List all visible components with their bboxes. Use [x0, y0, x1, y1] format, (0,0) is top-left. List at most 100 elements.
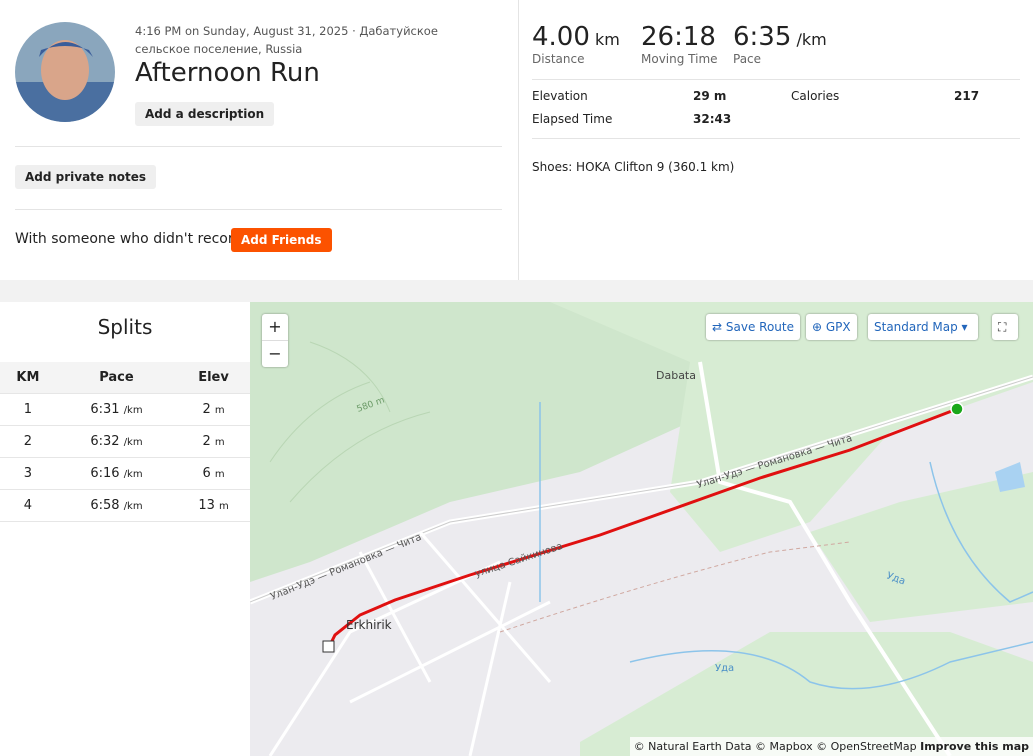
elev-unit: m [214, 405, 225, 416]
split-km: 2 [0, 425, 56, 458]
stat-label: Calories [791, 89, 840, 103]
elev-value: 6 [202, 466, 211, 481]
save-route-label: Save Route [725, 320, 794, 334]
add-notes-button[interactable]: Add private notes [15, 165, 157, 189]
column-header: KM [0, 362, 56, 394]
stat-label: Pace [733, 52, 762, 66]
stat-value: 26:18 [641, 22, 716, 52]
save-route-button[interactable]: ⇄ Save Route [706, 314, 800, 340]
stat-value: 29 m [693, 89, 727, 103]
activity-datetime: 4:16 PM on Sunday, August 31, 2025 · Даб… [135, 24, 438, 56]
map-label: улица Сайкинова [474, 541, 565, 580]
improve-link[interactable]: Improve this map [920, 740, 1029, 753]
pace-value: 6:31 [90, 402, 120, 417]
map: Dabata Erkhirik Улан-Удэ — Романовка — Ч… [250, 302, 1033, 756]
attribution-text: © Natural Earth Data © Mapbox © OpenStre… [633, 740, 917, 753]
pace-unit: /km [123, 501, 143, 512]
stat: 4.00 km Distance [532, 22, 620, 66]
road [250, 376, 1033, 603]
split-elev: 13 m [177, 489, 250, 522]
split-pace: 6:32 /km [55, 425, 178, 458]
forest [810, 472, 1033, 622]
forest [550, 302, 1033, 552]
stat-unit: km [594, 30, 620, 49]
add-description-button[interactable]: Add a description [135, 102, 275, 126]
stat: 6:35 /km Pace [733, 22, 827, 66]
with-someone-text: With someone who didn't record? [15, 231, 250, 247]
start-marker [950, 402, 964, 416]
divider [15, 209, 502, 210]
column-header: Elev [177, 362, 250, 394]
elev-value: 2 [202, 402, 211, 417]
split-pace: 6:16 /km [55, 457, 178, 490]
stat-value: 32:43 [693, 112, 732, 126]
zoom-controls: + − [262, 314, 288, 367]
forest [580, 632, 1033, 756]
split-km: 4 [0, 489, 56, 522]
stat-label: Elevation [532, 89, 588, 103]
pace-unit: /km [123, 437, 143, 448]
split-elev: 6 m [177, 457, 250, 490]
split-km: 1 [0, 393, 56, 426]
contour [269, 341, 431, 503]
split-row: 1 6:31 /km 2 m [0, 393, 250, 426]
stat-unit: /km [796, 30, 827, 49]
stat: 26:18 Moving Time [641, 22, 718, 66]
stat-label: Elapsed Time [532, 112, 613, 126]
split-elev: 2 m [177, 425, 250, 458]
map-style-label: Standard Map [874, 320, 958, 334]
finish-marker [322, 640, 335, 653]
elev-value: 13 [198, 498, 215, 513]
split-row: 3 6:16 /km 6 m [0, 457, 250, 490]
pace-value: 6:58 [90, 498, 120, 513]
split-pace: 6:31 /km [55, 393, 178, 426]
divider [518, 0, 519, 280]
split-row: 4 6:58 /km 13 m [0, 489, 250, 522]
gpx-label: GPX [825, 320, 851, 334]
header-panel: 4:16 PM on Sunday, August 31, 2025 · Даб… [0, 0, 1033, 280]
map-label: Dabata [656, 369, 696, 382]
shoes: Shoes: HOKA Clifton 9 (360.1 km) [532, 160, 735, 174]
rail [499, 541, 851, 633]
stat-value: 4.00 [532, 22, 590, 52]
divider [532, 138, 1020, 139]
add-friends-button[interactable]: Add Friends [231, 228, 332, 252]
stat-label: Distance [532, 52, 585, 66]
pace-unit: /km [123, 405, 143, 416]
river [539, 402, 1033, 690]
elev-value: 2 [202, 434, 211, 449]
attribution: © Natural Earth Data © Mapbox © OpenStre… [629, 737, 1033, 756]
road [698, 361, 952, 756]
split-elev: 2 m [177, 393, 250, 426]
stat-label: Moving Time [641, 52, 718, 66]
lake [995, 462, 1025, 492]
split-pace: 6:58 /km [55, 489, 178, 522]
map-label: Erkhirik [346, 618, 392, 632]
zoom-out[interactable]: − [268, 344, 282, 363]
map-canvas: Dabata Erkhirik Улан-Удэ — Романовка — Ч… [250, 302, 1033, 756]
elev-unit: m [214, 437, 225, 448]
pace-value: 6:32 [90, 434, 120, 449]
split-km: 3 [0, 457, 56, 490]
avatar [15, 22, 115, 122]
divider [532, 79, 1020, 80]
map-style-button[interactable]: Standard Map ▾ [868, 314, 978, 340]
map-label: Уда [715, 663, 734, 674]
stat-value: 217 [954, 89, 980, 103]
road [268, 531, 552, 756]
elev-unit: m [219, 501, 229, 512]
route [327, 407, 958, 648]
activity-title: Afternoon Run [135, 58, 320, 88]
pace-unit: /km [123, 469, 143, 480]
elev-unit: m [214, 469, 225, 480]
gpx-button[interactable]: ⊕ GPX [806, 314, 857, 340]
pace-value: 6:16 [90, 466, 120, 481]
fullscreen-button[interactable]: ⛶ [992, 314, 1018, 340]
divider [15, 146, 502, 147]
forest [250, 302, 720, 582]
zoom-in[interactable]: + [262, 314, 288, 341]
splits-title: Splits [97, 315, 153, 339]
